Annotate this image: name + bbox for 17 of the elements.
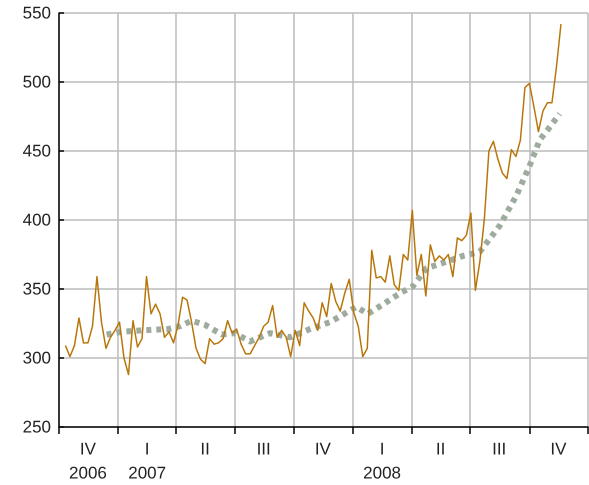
x-tick-label: I 2007: [128, 440, 166, 482]
y-tick-label: 450: [22, 142, 51, 160]
x-tick-label: IV: [550, 440, 568, 458]
x-tick-label: I 2008: [363, 440, 401, 482]
y-tick-label: 350: [22, 280, 51, 298]
x-tick-label: II: [200, 440, 210, 458]
y-tick-label: 300: [22, 348, 51, 368]
x-tick-label: III: [256, 440, 271, 458]
y-tick-label: 550: [22, 4, 51, 22]
y-tick-label: 250: [22, 418, 51, 436]
x-tick-label: II: [436, 440, 446, 458]
line-series: [64, 23, 562, 376]
y-tick-label: 400: [22, 210, 51, 230]
x-tick-label: IV: [314, 440, 332, 458]
y-tick-label: 500: [22, 72, 51, 92]
x-tick-label: III: [492, 440, 506, 458]
x-tick-label: IV 2006: [69, 440, 107, 482]
